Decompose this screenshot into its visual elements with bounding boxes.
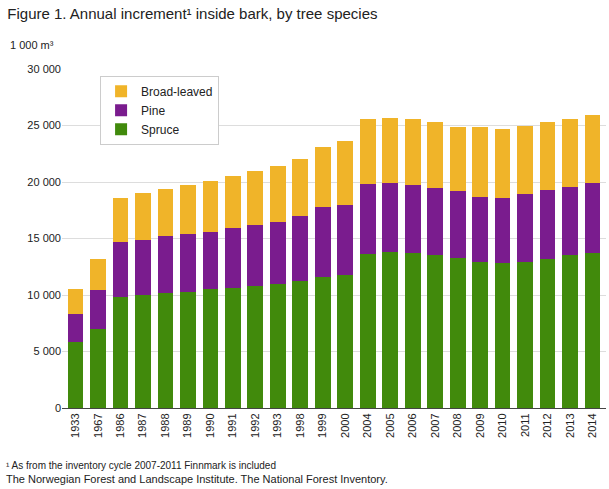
svg-text:1988: 1988 bbox=[159, 413, 171, 437]
svg-text:Figure 1. Annual increment¹ in: Figure 1. Annual increment¹ inside bark,… bbox=[7, 5, 377, 22]
svg-text:2008: 2008 bbox=[451, 413, 463, 437]
svg-text:Spruce: Spruce bbox=[141, 123, 179, 137]
svg-text:1989: 1989 bbox=[181, 413, 193, 437]
svg-text:2005: 2005 bbox=[384, 413, 396, 437]
svg-text:1987: 1987 bbox=[137, 413, 149, 437]
svg-text:2014: 2014 bbox=[586, 413, 598, 437]
svg-text:Broad-leaved: Broad-leaved bbox=[141, 85, 212, 99]
svg-text:2011: 2011 bbox=[519, 413, 531, 437]
svg-text:25 000: 25 000 bbox=[27, 119, 61, 131]
svg-text:2006: 2006 bbox=[406, 413, 418, 437]
svg-text:15 000: 15 000 bbox=[27, 232, 61, 244]
svg-text:1967: 1967 bbox=[92, 413, 104, 437]
svg-text:2009: 2009 bbox=[474, 413, 486, 437]
svg-text:2000: 2000 bbox=[339, 413, 351, 437]
svg-text:30 000: 30 000 bbox=[27, 63, 61, 75]
svg-text:10 000: 10 000 bbox=[27, 289, 61, 301]
svg-text:1990: 1990 bbox=[204, 413, 216, 437]
svg-text:2007: 2007 bbox=[429, 413, 441, 437]
svg-text:1 000 m³: 1 000 m³ bbox=[10, 39, 54, 51]
svg-text:1991: 1991 bbox=[226, 413, 238, 437]
svg-text:1986: 1986 bbox=[114, 413, 126, 437]
svg-text:Pine: Pine bbox=[141, 104, 165, 118]
svg-text:2012: 2012 bbox=[541, 413, 553, 437]
svg-text:0: 0 bbox=[55, 402, 61, 414]
svg-text:¹ As from the inventory cycle: ¹ As from the inventory cycle 2007-2011 … bbox=[6, 460, 276, 471]
svg-text:The Norwegian Forest and Lands: The Norwegian Forest and Landscape Insti… bbox=[6, 473, 388, 485]
svg-text:1999: 1999 bbox=[316, 413, 328, 437]
svg-text:1993: 1993 bbox=[271, 413, 283, 437]
svg-text:20 000: 20 000 bbox=[27, 176, 61, 188]
svg-text:1992: 1992 bbox=[249, 413, 261, 437]
svg-text:5 000: 5 000 bbox=[33, 345, 61, 357]
svg-text:2013: 2013 bbox=[564, 413, 576, 437]
svg-text:2004: 2004 bbox=[361, 413, 373, 437]
svg-text:1933: 1933 bbox=[69, 413, 81, 437]
svg-text:2010: 2010 bbox=[496, 413, 508, 437]
svg-text:1998: 1998 bbox=[294, 413, 306, 437]
